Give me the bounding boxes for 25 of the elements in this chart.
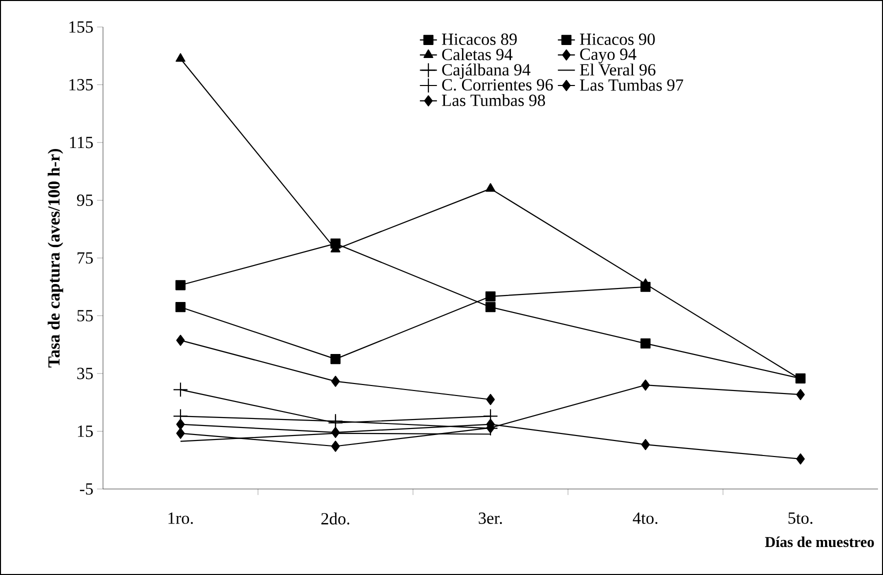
y-tick-label: 35	[77, 368, 93, 380]
legend-label: Cayo 94	[580, 48, 636, 64]
x-tick-label: 5to.	[788, 512, 812, 524]
legend-label: El Veral 96	[580, 64, 656, 76]
y-tick-label: -5	[80, 483, 93, 495]
x-tick-label: 2do.	[321, 512, 350, 525]
y-tick-label: 55	[77, 310, 93, 322]
x-axis-title: Días de muestreo	[765, 536, 874, 548]
legend-label: Hicacos 89	[442, 33, 517, 45]
y-tick-label: 15	[78, 426, 93, 437]
y-axis-title: Tasa de captura (aves/100 h-r)	[48, 149, 64, 368]
x-tick-label: 3er.	[478, 512, 502, 524]
legend-label: Las Tumbas 97	[580, 78, 684, 91]
y-tick-label: 95	[77, 194, 93, 206]
y-tick-label: 75	[78, 252, 93, 264]
legend-label: Cajálbana 94	[442, 64, 530, 79]
x-tick-label: 4to.	[632, 512, 658, 524]
y-tick-label: 135	[69, 79, 93, 90]
legend-label: Caletas 94	[442, 48, 512, 60]
legend-label: C. Corrientes 96	[442, 79, 553, 91]
legend-label: Las Tumbas 98	[442, 94, 546, 106]
y-tick-label: 155	[69, 21, 93, 33]
y-tick-label: 115	[70, 136, 93, 148]
x-tick-label: 1ro.	[168, 512, 193, 524]
legend-label: Hicacos 90	[580, 33, 655, 45]
